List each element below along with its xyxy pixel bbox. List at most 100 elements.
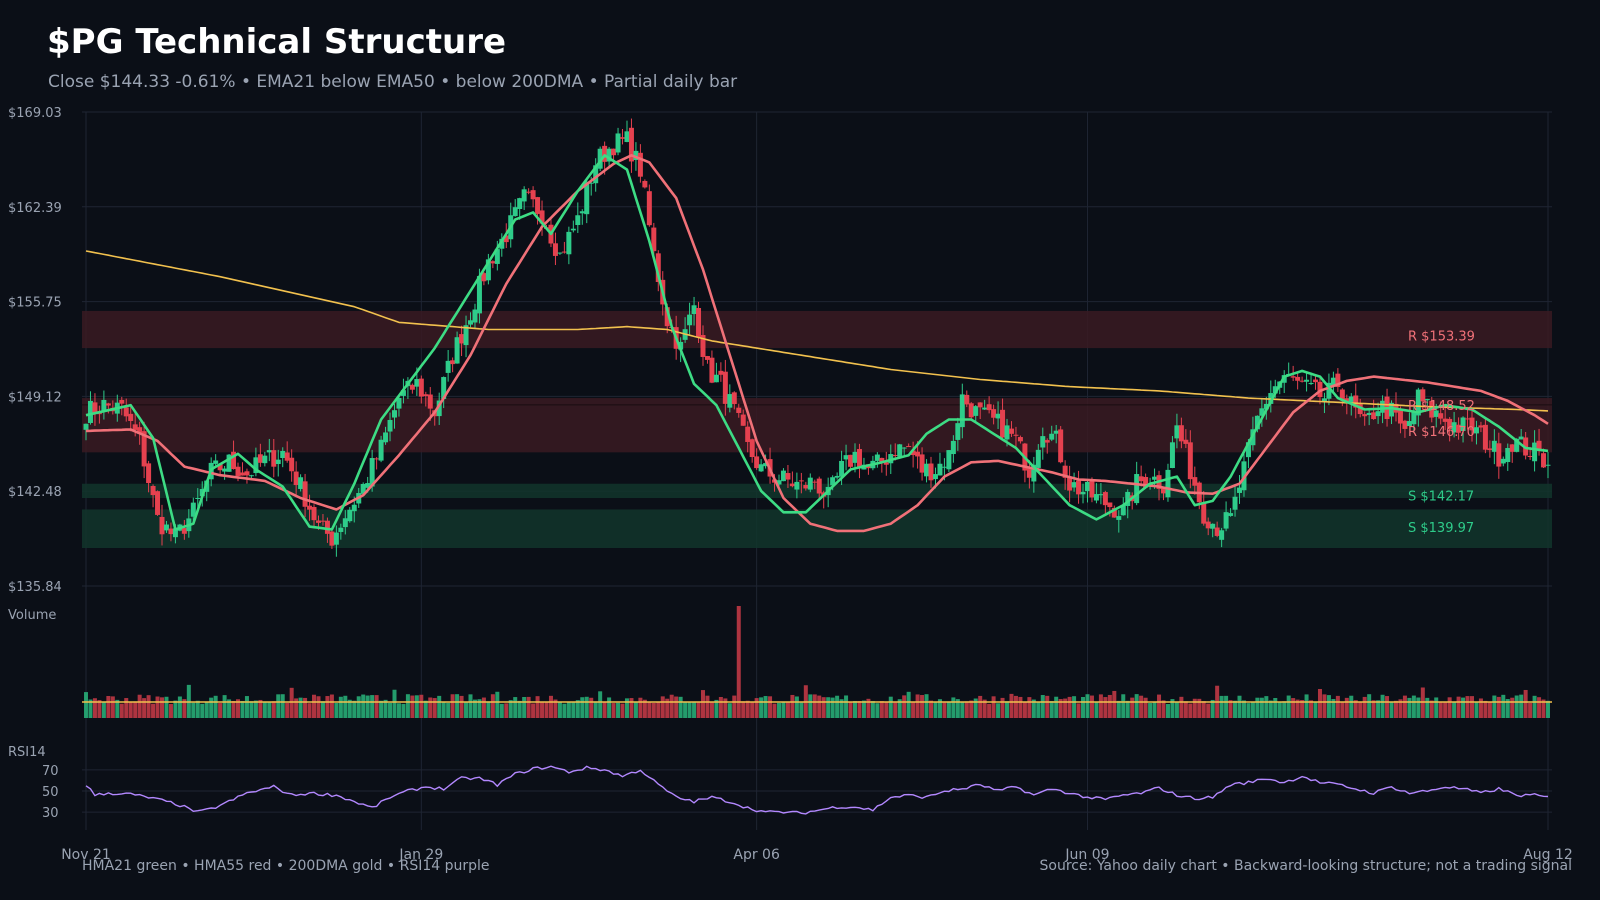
volume-bar <box>902 695 907 718</box>
volume-bar <box>1304 694 1309 718</box>
moving-averages <box>85 154 1549 533</box>
candle-body <box>727 394 733 408</box>
candle-body <box>1214 527 1220 536</box>
price-axis: $169.03 $162.39 $155.75 $149.12 $142.48 $135.… <box>8 106 62 595</box>
volume-bar <box>1371 700 1376 718</box>
candle-body <box>378 439 384 461</box>
candle-body <box>1169 442 1175 469</box>
volume-bar <box>620 703 625 718</box>
candle-body <box>280 450 286 459</box>
volume-bar <box>991 696 996 718</box>
volume-bar <box>562 703 567 718</box>
candle-body <box>463 325 469 346</box>
volume-bar <box>1125 700 1130 718</box>
candle-body <box>1111 507 1117 518</box>
candle-body <box>1067 476 1073 491</box>
volume-panel: Volume <box>8 606 1552 718</box>
volume-bar <box>1049 701 1054 718</box>
volume-bar <box>964 701 969 718</box>
candle-body <box>1362 414 1368 417</box>
candle-body <box>731 392 737 405</box>
volume-bar <box>526 696 531 718</box>
candle-body <box>1465 418 1471 420</box>
candle-body <box>405 380 411 387</box>
support-level-label: S $139.97 <box>1408 521 1474 536</box>
candle-body <box>874 454 880 461</box>
candle-body <box>181 528 187 534</box>
candle-body <box>1424 399 1430 401</box>
volume-bar <box>906 691 911 718</box>
volume-bar <box>392 689 397 718</box>
candle-body <box>1402 420 1408 429</box>
volume-bar <box>732 695 737 718</box>
volume-bar <box>128 701 133 718</box>
volume-bar <box>839 699 844 718</box>
candle-body <box>1084 481 1090 492</box>
volume-bar <box>522 697 527 718</box>
resistance-zone <box>82 398 1552 453</box>
volume-bar <box>700 690 705 718</box>
candle-body <box>1389 402 1395 417</box>
volume-bar <box>955 699 960 718</box>
candle-body <box>1263 403 1269 410</box>
rsi-label: RSI14 <box>8 745 46 760</box>
rsi-line <box>85 765 1549 815</box>
volume-bar <box>146 695 151 718</box>
volume-bar <box>808 694 813 718</box>
volume-bar <box>611 703 616 718</box>
candle-body <box>1353 395 1359 408</box>
candle-body <box>1026 468 1032 478</box>
candle-body <box>1514 438 1520 452</box>
candle-body <box>1411 411 1417 425</box>
candle-body <box>548 224 554 244</box>
volume-bar <box>705 695 710 718</box>
volume-bar <box>1022 701 1027 718</box>
candle-body <box>1344 398 1350 402</box>
candle-body <box>1541 453 1547 468</box>
candle-body <box>320 520 326 522</box>
candle-body <box>87 400 93 423</box>
candle-body <box>1304 379 1310 382</box>
candle-body <box>955 423 961 440</box>
candle-body <box>937 463 943 476</box>
candle-body <box>96 413 102 415</box>
candle-body <box>1152 476 1158 480</box>
volume-bar <box>1161 700 1166 718</box>
volume-bar <box>1528 702 1533 718</box>
candle-body <box>454 337 460 364</box>
volume-bar <box>486 701 491 718</box>
candle-body <box>579 211 585 214</box>
candle-body <box>1527 455 1533 458</box>
volume-bar <box>1170 699 1175 718</box>
candle-body <box>745 426 751 442</box>
candle-body <box>1286 373 1292 375</box>
volume-bar <box>1514 695 1519 718</box>
volume-bar <box>1148 703 1153 718</box>
volume-bar <box>692 701 697 718</box>
volume-bar <box>1376 700 1381 718</box>
volume-bar <box>1478 698 1483 718</box>
volume-bar <box>870 701 875 718</box>
candle-body <box>101 399 107 412</box>
volume-bar <box>1031 699 1036 718</box>
volume-bar <box>155 696 160 718</box>
candle-body <box>982 407 988 410</box>
volume-bar <box>1309 700 1314 718</box>
candle-body <box>713 374 719 383</box>
candle-body <box>544 227 550 229</box>
volume-bar <box>1036 702 1041 718</box>
candle-body <box>351 504 357 512</box>
volume-bar <box>307 703 312 718</box>
rsi-tick-label: 70 <box>42 764 59 779</box>
candle-body <box>293 471 299 486</box>
candle-body <box>588 182 594 184</box>
candle-body <box>910 450 916 456</box>
candle-body <box>83 423 89 430</box>
volume-bar <box>329 694 334 718</box>
volume-bar <box>669 694 674 718</box>
volume-bar <box>1474 701 1479 718</box>
volume-bar <box>1237 695 1242 718</box>
dma200-line <box>85 250 1549 412</box>
resistance-level-label: R $148.52 <box>1408 399 1475 414</box>
volume-bar <box>119 703 124 718</box>
